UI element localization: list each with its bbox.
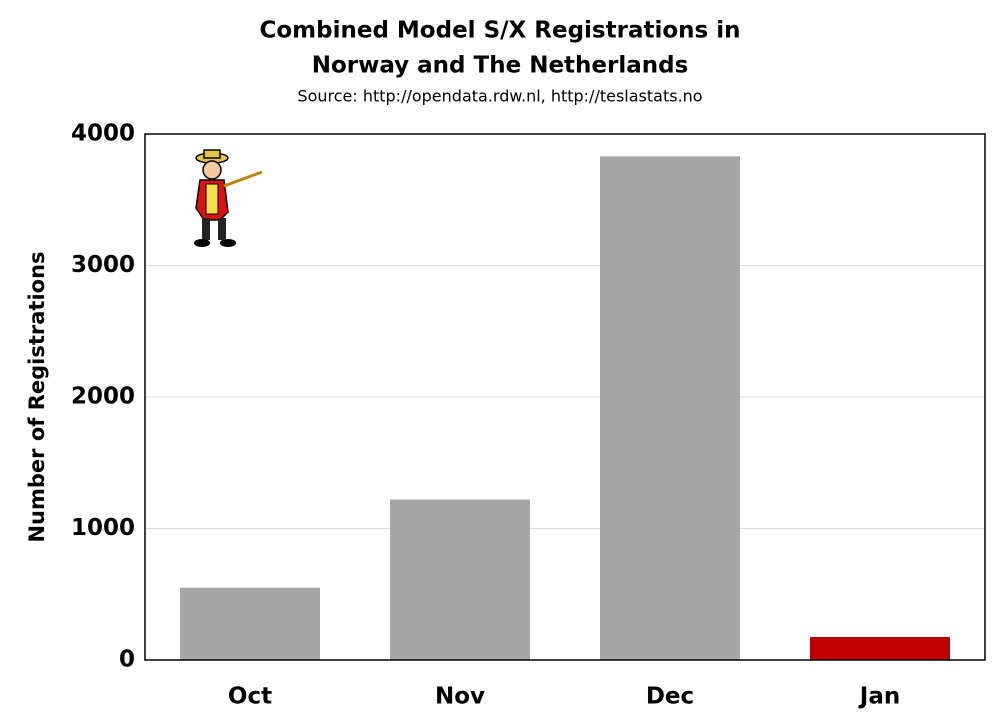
plot-border [144,133,986,661]
chart-subtitle: Source: http://opendata.rdw.nl, http://t… [297,87,702,106]
x-tick-label: Dec [646,684,694,710]
bar [390,499,530,660]
mascot [194,149,263,247]
y-tick-label: 2000 [71,384,135,410]
bar [180,587,320,660]
chart-title: Norway and The Netherlands [312,53,689,79]
bar [600,156,740,661]
x-tick-label: Oct [228,684,272,710]
y-tick-label: 0 [119,647,135,673]
x-tick-label: Jan [858,684,900,710]
y-tick-label: 1000 [71,515,135,541]
x-tick-label: Nov [435,684,485,710]
plot-area: 0 1000 2000 3000 4000 Oct Nov Dec Jan [71,121,986,710]
y-tick-label: 4000 [71,121,135,147]
y-axis-label: Number of Registrations [25,251,49,542]
chart-title: Combined Model S/X Registrations in [259,18,740,44]
y-tick-label: 3000 [71,252,135,278]
bar [810,636,950,660]
